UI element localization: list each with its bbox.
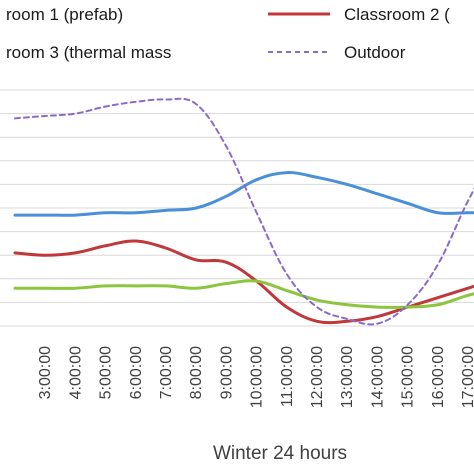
x-axis-label: Winter 24 hours [213,443,347,464]
x-tick-label: 14:00:00 [369,346,386,408]
series-line-3 [13,279,474,309]
x-tick-label: 10:00:00 [249,346,266,408]
x-tick-label: 9:00:00 [218,346,235,399]
x-tick-label: 11:00:00 [279,346,296,407]
series-line-4 [14,97,474,326]
gridlines [0,89,474,327]
series-line-1 [13,171,474,217]
legend-entry: room 1 (prefab) [6,5,123,24]
x-tick-label: 7:00:00 [158,346,175,399]
x-tick-label: 4:00:00 [67,346,84,399]
x-tick-label: 13:00:00 [339,346,356,408]
legend-entry: room 3 (thermal mass [6,43,171,62]
x-tick-labels: 3:00:00 4:00:00 5:00:00 6:00:00 7:00:00 8:00:… [37,346,474,408]
x-tick-label: 16:00:00 [430,346,447,408]
x-tick-label: 6:00:00 [128,346,145,399]
legend-entry: Classroom 2 ( [344,5,450,24]
x-tick-label: 8:00:00 [188,346,205,399]
x-tick-label: 3:00:00 [37,346,54,399]
legend-entry: Outdoor [344,43,406,62]
series-lines [13,97,474,326]
x-tick-label: 15:00:00 [400,346,417,408]
legend: room 1 (prefab) Classroom 2 ( room 3 (ther… [6,5,450,62]
x-tick-label: 5:00:00 [98,346,115,399]
x-tick-label: 17:00:00 [460,346,474,408]
x-tick-label: 12:00:00 [309,346,326,408]
